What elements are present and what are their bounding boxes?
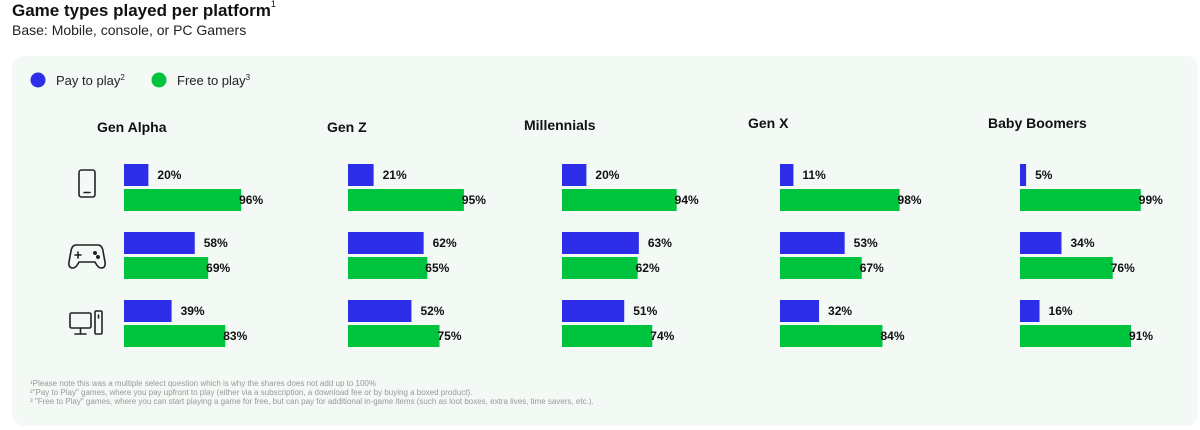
chart-panel: Pay to play2 Free to play3 Gen Alpha 20% 96%…	[12, 56, 1198, 426]
value-label-free-to-play: 94%	[675, 193, 699, 207]
bar-pay-to-play	[1020, 164, 1027, 186]
group-label: Millennials	[524, 117, 596, 133]
bar-free-to-play	[348, 257, 428, 279]
bar-free-to-play	[348, 325, 440, 347]
bar-free-to-play	[124, 325, 226, 347]
mobile-phone-icon	[78, 169, 96, 198]
value-label-free-to-play: 95%	[462, 193, 486, 207]
bar-pay-to-play	[348, 300, 412, 322]
legend-footnote-marker-0: 2	[120, 73, 125, 82]
value-label-free-to-play: 98%	[898, 193, 922, 207]
bar-pay-to-play	[562, 164, 587, 186]
group-label: Gen Z	[327, 119, 367, 135]
footnotes: ¹Please note this was a multiple select …	[30, 379, 594, 406]
group-gen-x: Gen X 11% 98% 53% 67% 32% 84%	[748, 115, 922, 347]
bar-pay-to-play	[348, 232, 424, 254]
bar-pay-to-play	[348, 164, 374, 186]
value-label-pay-to-play: 20%	[595, 168, 619, 182]
value-label-free-to-play: 69%	[206, 261, 230, 275]
bar-pay-to-play	[562, 232, 639, 254]
bar-free-to-play	[1020, 189, 1141, 211]
value-label-free-to-play: 62%	[636, 261, 660, 275]
bar-pay-to-play	[124, 300, 172, 322]
value-label-free-to-play: 74%	[650, 329, 674, 343]
gamepad-button-a	[93, 251, 98, 256]
value-label-pay-to-play: 20%	[157, 168, 181, 182]
group-label: Gen X	[748, 115, 789, 131]
legend-swatch-0	[30, 72, 46, 88]
value-label-free-to-play: 67%	[860, 261, 884, 275]
value-label-pay-to-play: 51%	[633, 304, 657, 318]
value-label-free-to-play: 84%	[880, 329, 904, 343]
value-label-pay-to-play: 16%	[1049, 304, 1073, 318]
title-footnote-marker: 1	[270, 0, 276, 9]
value-label-free-to-play: 76%	[1111, 261, 1135, 275]
group-label: Gen Alpha	[97, 119, 167, 135]
bar-free-to-play	[780, 325, 883, 347]
value-label-free-to-play: 91%	[1129, 329, 1153, 343]
value-label-pay-to-play: 39%	[181, 304, 205, 318]
bar-free-to-play	[562, 257, 638, 279]
bar-free-to-play	[780, 257, 862, 279]
bar-free-to-play	[1020, 257, 1113, 279]
bar-pay-to-play	[780, 300, 820, 322]
bar-pay-to-play	[780, 232, 845, 254]
value-label-free-to-play: 83%	[223, 329, 247, 343]
bar-free-to-play	[1020, 325, 1132, 347]
value-label-pay-to-play: 58%	[204, 236, 228, 250]
gamepad-body	[68, 244, 106, 269]
group-gen-z: Gen Z 21% 95% 62% 65% 52% 75%	[327, 119, 486, 347]
value-label-pay-to-play: 11%	[802, 168, 826, 182]
platform-icons	[68, 169, 106, 335]
bar-pay-to-play	[124, 164, 149, 186]
chart-subtitle: Base: Mobile, console, or PC Gamers	[12, 22, 247, 38]
value-label-free-to-play: 75%	[438, 329, 462, 343]
gamepad-icon	[68, 244, 106, 269]
value-label-pay-to-play: 21%	[383, 168, 407, 182]
bar-free-to-play	[348, 189, 464, 211]
pc-monitor-icon	[69, 310, 103, 335]
legend-swatch-1	[151, 72, 167, 88]
bar-free-to-play	[124, 257, 209, 279]
bar-pay-to-play	[562, 300, 625, 322]
value-label-pay-to-play: 62%	[433, 236, 457, 250]
bar-pay-to-play	[1020, 232, 1062, 254]
bar-pay-to-play	[1020, 300, 1040, 322]
value-label-pay-to-play: 5%	[1035, 168, 1053, 182]
value-label-pay-to-play: 34%	[1070, 236, 1094, 250]
footnote-2: ²"Pay to Play" games, where you pay upfr…	[30, 388, 472, 397]
bar-free-to-play	[780, 189, 900, 211]
footnote-1: ¹Please note this was a multiple select …	[30, 379, 376, 388]
phone-body	[78, 169, 96, 198]
bar-free-to-play	[124, 189, 242, 211]
pc-screen	[69, 312, 92, 329]
value-label-pay-to-play: 32%	[828, 304, 852, 318]
value-label-free-to-play: 99%	[1139, 193, 1163, 207]
pc-tower	[94, 310, 103, 335]
footnote-3: ³ "Free to Play" games, where you can st…	[30, 397, 594, 406]
chart-svg: Pay to play2 Free to play3 Gen Alpha 20% 96%…	[30, 72, 1163, 406]
group-baby-boomers: Baby Boomers 5% 99% 34% 76% 16% 91%	[988, 115, 1163, 347]
value-label-pay-to-play: 63%	[648, 236, 672, 250]
group-label: Baby Boomers	[988, 115, 1087, 131]
chart-title: Game types played per platform1	[12, 0, 276, 21]
bar-pay-to-play	[124, 232, 195, 254]
bar-pay-to-play	[780, 164, 794, 186]
value-label-free-to-play: 96%	[239, 193, 263, 207]
bar-free-to-play	[562, 325, 653, 347]
gamepad-button-b	[96, 255, 101, 260]
legend-label-0: Pay to play2	[56, 73, 125, 88]
group-millennials: Millennials 20% 94% 63% 62% 51% 74%	[524, 117, 699, 347]
value-label-pay-to-play: 53%	[854, 236, 878, 250]
group-gen-alpha: Gen Alpha 20% 96% 58% 69% 39% 83%	[97, 119, 263, 347]
value-label-pay-to-play: 52%	[420, 304, 444, 318]
chart-title-text: Game types played per platform	[12, 1, 271, 20]
legend: Pay to play2 Free to play3	[30, 72, 251, 88]
legend-footnote-marker-1: 3	[246, 73, 251, 82]
legend-label-1: Free to play3	[177, 73, 251, 88]
value-label-free-to-play: 65%	[425, 261, 449, 275]
bar-free-to-play	[562, 189, 677, 211]
